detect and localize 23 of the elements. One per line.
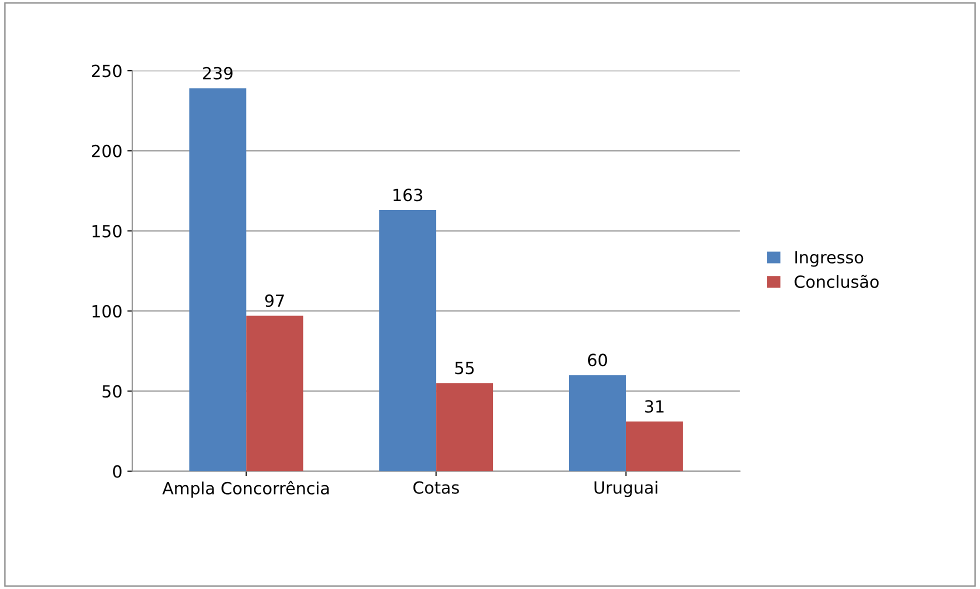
data-label: 97 bbox=[265, 294, 284, 308]
y-tick-label: 250 bbox=[92, 64, 122, 78]
x-tick-label: Cotas bbox=[413, 481, 459, 494]
y-tick-label: 200 bbox=[92, 144, 122, 158]
data-label: 60 bbox=[588, 354, 607, 366]
data-label: 163 bbox=[394, 188, 422, 202]
bar bbox=[246, 316, 304, 472]
y-tick-label: 100 bbox=[92, 304, 122, 318]
bar bbox=[626, 422, 683, 472]
legend-label: Conclusão bbox=[794, 274, 879, 288]
bar bbox=[189, 88, 246, 472]
bar bbox=[569, 375, 626, 472]
bar bbox=[436, 383, 494, 472]
x-tick-label: Uruguai bbox=[594, 480, 658, 498]
data-label: 31 bbox=[645, 400, 664, 413]
bar bbox=[379, 210, 436, 472]
x-tick-label: Ampla Concorrência bbox=[162, 480, 329, 498]
data-label: 55 bbox=[455, 362, 474, 374]
y-tick-label: 50 bbox=[102, 385, 122, 398]
y-tick-label: 0 bbox=[113, 465, 122, 478]
legend-label: Ingresso bbox=[795, 251, 864, 267]
data-label: 239 bbox=[203, 66, 232, 80]
y-tick-label: 150 bbox=[92, 224, 122, 238]
